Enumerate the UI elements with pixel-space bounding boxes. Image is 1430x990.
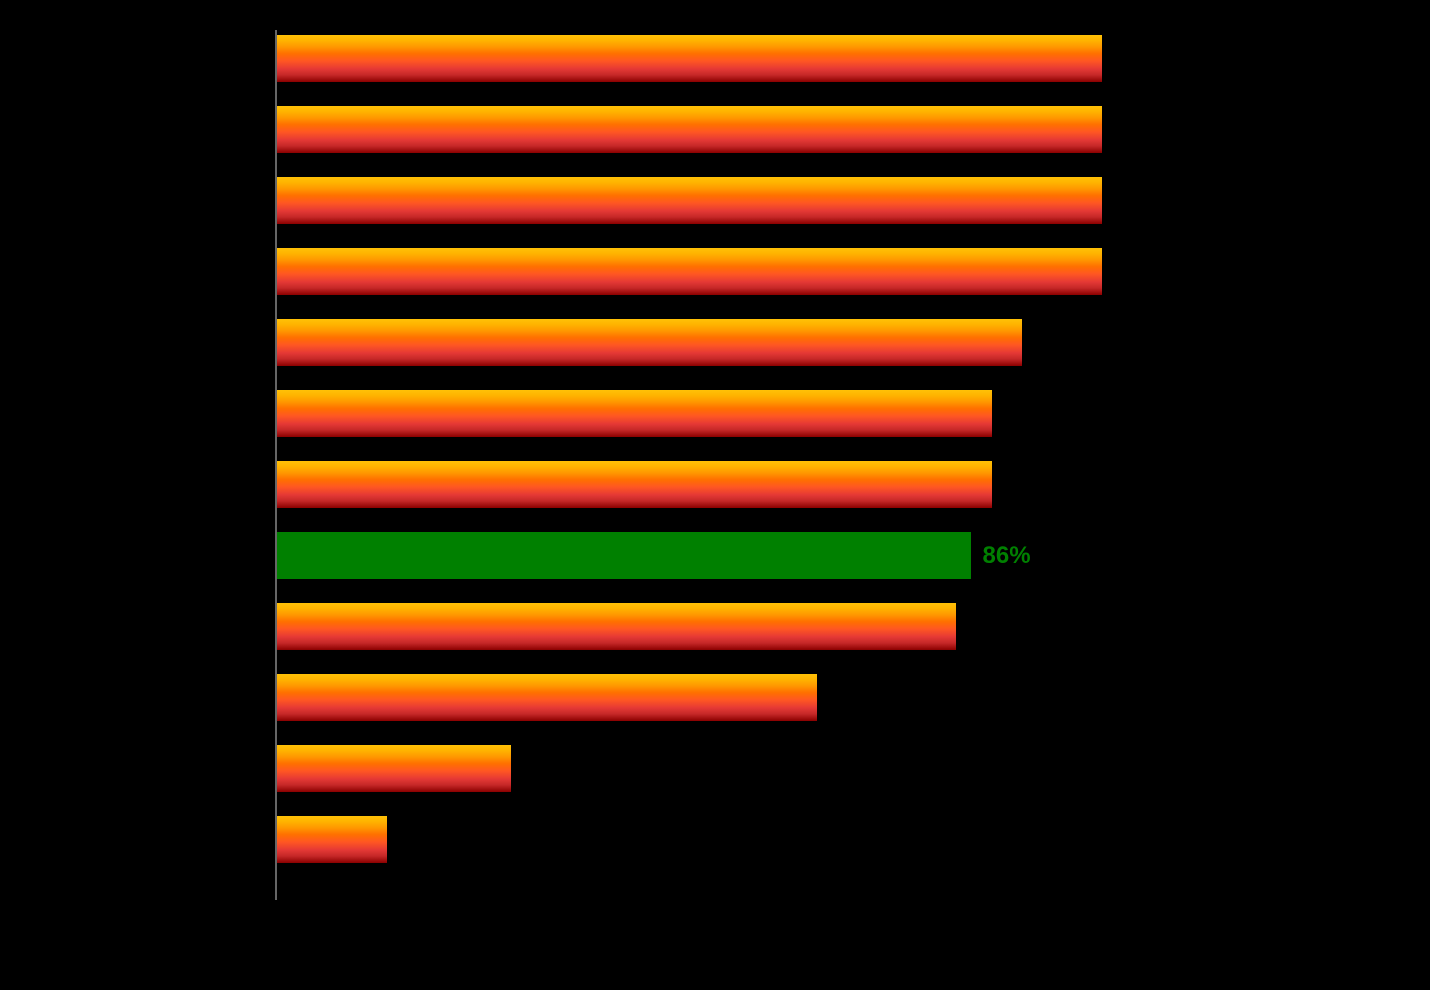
bar-row [277, 35, 1375, 82]
chart-container: 86% [275, 30, 1375, 900]
bar [277, 319, 1022, 366]
bar-row [277, 106, 1375, 153]
bar [277, 674, 817, 721]
bar-row [277, 816, 1375, 863]
bars-area: 86% [277, 30, 1375, 900]
bar-row [277, 390, 1375, 437]
bar-row [277, 745, 1375, 792]
bar [277, 816, 387, 863]
bar [277, 106, 1102, 153]
bar-highlighted: 86% [277, 532, 971, 579]
bar-row [277, 248, 1375, 295]
bar [277, 35, 1102, 82]
bar-row: 86% [277, 532, 1375, 579]
bar [277, 461, 992, 508]
bar [277, 745, 511, 792]
bar-row [277, 177, 1375, 224]
bar-row [277, 461, 1375, 508]
bar [277, 248, 1102, 295]
bar-row [277, 603, 1375, 650]
bar-row [277, 319, 1375, 366]
bar [277, 177, 1102, 224]
bar-value-label: 86% [983, 542, 1031, 570]
bar-row [277, 674, 1375, 721]
bar [277, 603, 956, 650]
bar [277, 390, 992, 437]
